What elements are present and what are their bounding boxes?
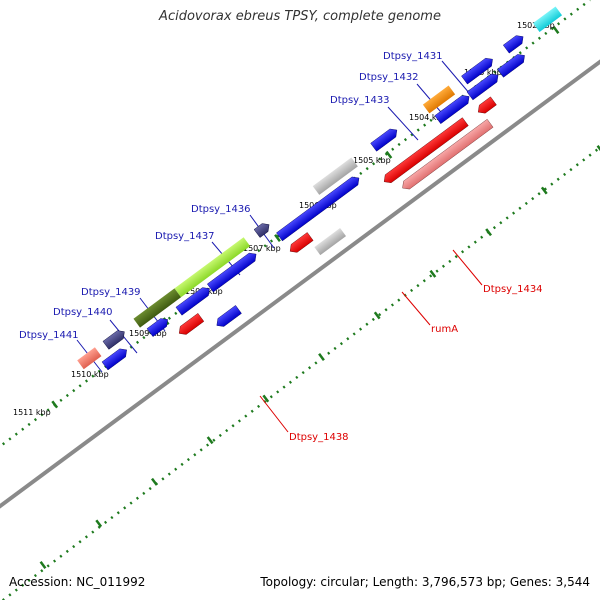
gene-cds-forward: [175, 287, 210, 316]
gene-label-dtpsy-1437: Dtpsy_1437: [155, 231, 215, 242]
inner-tick-ring: [0, 146, 600, 604]
gene-olive: [133, 288, 182, 328]
gene-cds-forward: [434, 95, 470, 124]
inner-major-tick: [262, 394, 270, 403]
gene-cds-reverse: [477, 96, 497, 114]
kbp-label-1511: 1511 kbp: [13, 408, 51, 417]
inner-major-tick: [429, 269, 437, 278]
inner-major-tick: [39, 561, 47, 569]
leader-rumA: [401, 291, 431, 326]
inner-major-tick: [318, 353, 325, 361]
outer-major-tick: [51, 400, 59, 409]
gene-grey-reverse: [314, 228, 347, 256]
gene-cds-forward: [466, 73, 499, 101]
gene-cds-forward: [502, 35, 524, 54]
kbp-label-1505: 1505 kbp: [353, 156, 391, 165]
genome-backbone: [0, 59, 600, 509]
gene-cds-forward: [461, 57, 493, 85]
outer-major-tick: [552, 26, 560, 34]
gene-cds-reverse: [402, 118, 494, 190]
gene-label-dtpsy-1438: Dtpsy_1438: [289, 432, 349, 443]
kbp-label-1510: 1510 kbp: [71, 370, 109, 379]
gene-label-dtpsy-1441: Dtpsy_1441: [19, 330, 79, 341]
gene-label-dtpsy-1432: Dtpsy_1432: [359, 72, 419, 83]
kbp-label-1504: 1504 kbp: [409, 113, 447, 122]
inner-major-tick: [151, 477, 158, 486]
gene-cds-forward: [101, 348, 127, 371]
gene-cds-reverse: [383, 117, 469, 183]
inner-major-tick: [206, 436, 214, 445]
inner-major-tick: [596, 145, 600, 152]
gene-cds-forward: [146, 318, 168, 337]
gene-salmon: [77, 347, 102, 370]
kbp-label-1509: 1509 kbp: [129, 329, 167, 338]
gene-cds-forward: [102, 330, 125, 350]
inner-major-tick: [540, 186, 548, 195]
leader-dtpsy-1431: [441, 60, 471, 95]
gene-grey: [312, 157, 358, 195]
gene-label-dtpsy-1439: Dtpsy_1439: [81, 287, 141, 298]
map-title: Acidovorax ebreus TPSY, complete genome: [159, 9, 441, 24]
leader-dtpsy-1434: [452, 249, 483, 286]
gene-labels: Dtpsy_1431 Dtpsy_1432 Dtpsy_1433 Dtpsy_1…: [19, 51, 543, 443]
gene-label-dtpsy-1436: Dtpsy_1436: [191, 204, 251, 215]
gene-cds-reverse: [216, 305, 242, 327]
gene-cds-forward: [370, 128, 398, 152]
gene-lime: [174, 237, 251, 298]
gene-cds-reverse: [289, 232, 314, 253]
gene-label-rumA: rumA: [431, 324, 458, 335]
gene-cyan: [532, 6, 563, 32]
gene-cds-reverse: [178, 313, 205, 335]
gene-cds-forward: [276, 176, 360, 242]
leader-dtpsy-1433: [387, 106, 419, 141]
gene-label-dtpsy-1431: Dtpsy_1431: [383, 51, 443, 62]
genome-summary: Topology: circular; Length: 3,796,573 bp…: [260, 575, 590, 589]
outer-major-tick: [385, 150, 393, 159]
inner-major-tick: [95, 519, 103, 528]
inner-major-tick: [485, 228, 493, 237]
gene-orange: [422, 85, 456, 114]
leader-dtpsy-1438: [259, 395, 289, 433]
accession-label: Accession: NC_011992: [9, 575, 146, 589]
gene-cds-forward: [253, 223, 270, 238]
outer-major-tick: [274, 234, 281, 242]
gene-label-dtpsy-1433: Dtpsy_1433: [330, 95, 390, 106]
gene-cds-forward: [207, 252, 257, 293]
gene-features: [77, 6, 563, 371]
kbp-label-1507: 1507 kbp: [243, 244, 281, 253]
gene-label-dtpsy-1434: Dtpsy_1434: [483, 284, 543, 295]
gene-cds-forward: [497, 54, 525, 78]
inner-major-tick: [373, 311, 381, 320]
gene-label-dtpsy-1440: Dtpsy_1440: [53, 307, 113, 318]
